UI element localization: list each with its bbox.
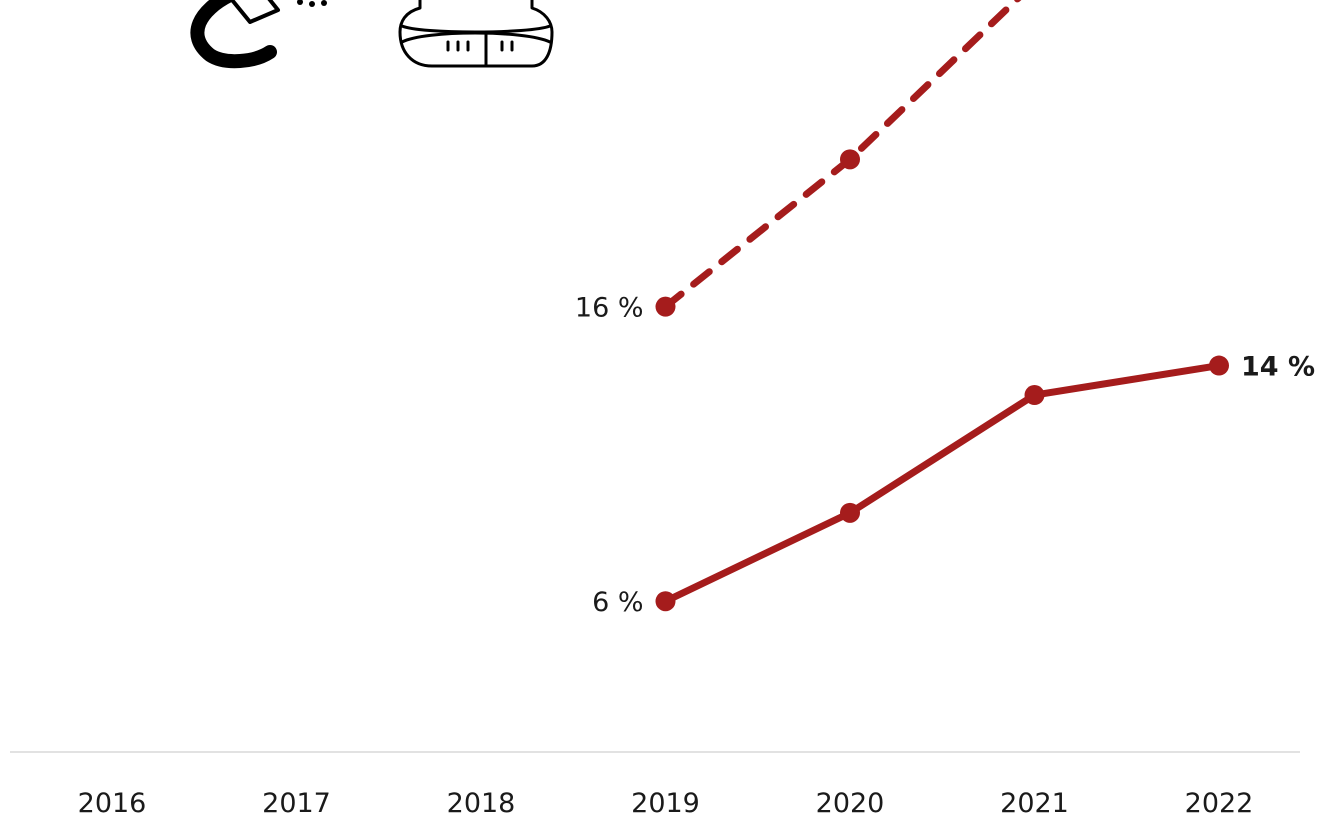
smart-band-icon (398, 0, 554, 68)
x-tick-label-2019: 2019 (631, 788, 700, 819)
data-label-solid-2022: 14 % (1241, 352, 1315, 383)
data-labels: 16 %29 %6 %14 % (575, 293, 1315, 619)
data-point-solid-2019 (655, 591, 676, 612)
fitness-tracker-icon (190, 0, 327, 69)
data-point-dashed-2019 (655, 296, 676, 317)
x-axis-ticks: 2016 2017 2018 2019 2020 2021 2022 (78, 788, 1254, 819)
data-label-solid-2019: 6 % (592, 587, 643, 618)
x-tick-label-2021: 2021 (1000, 788, 1069, 819)
series-line-solid (662, 362, 1223, 605)
data-point-dashed-2020 (840, 149, 860, 170)
data-point-solid-2020 (840, 502, 860, 523)
x-tick-label-2017: 2017 (262, 788, 331, 819)
data-point-solid-2021 (1024, 385, 1045, 406)
x-tick-label-2016: 2016 (78, 788, 147, 819)
series-line-dashed (662, 0, 1022, 311)
series-layer (655, 0, 1229, 612)
x-tick-label-2022: 2022 (1185, 788, 1254, 819)
data-point-solid-2022 (1209, 355, 1229, 376)
x-tick-label-2018: 2018 (447, 788, 516, 819)
data-label-dashed-2019: 16 % (575, 293, 644, 324)
x-tick-label-2020: 2020 (816, 788, 885, 819)
